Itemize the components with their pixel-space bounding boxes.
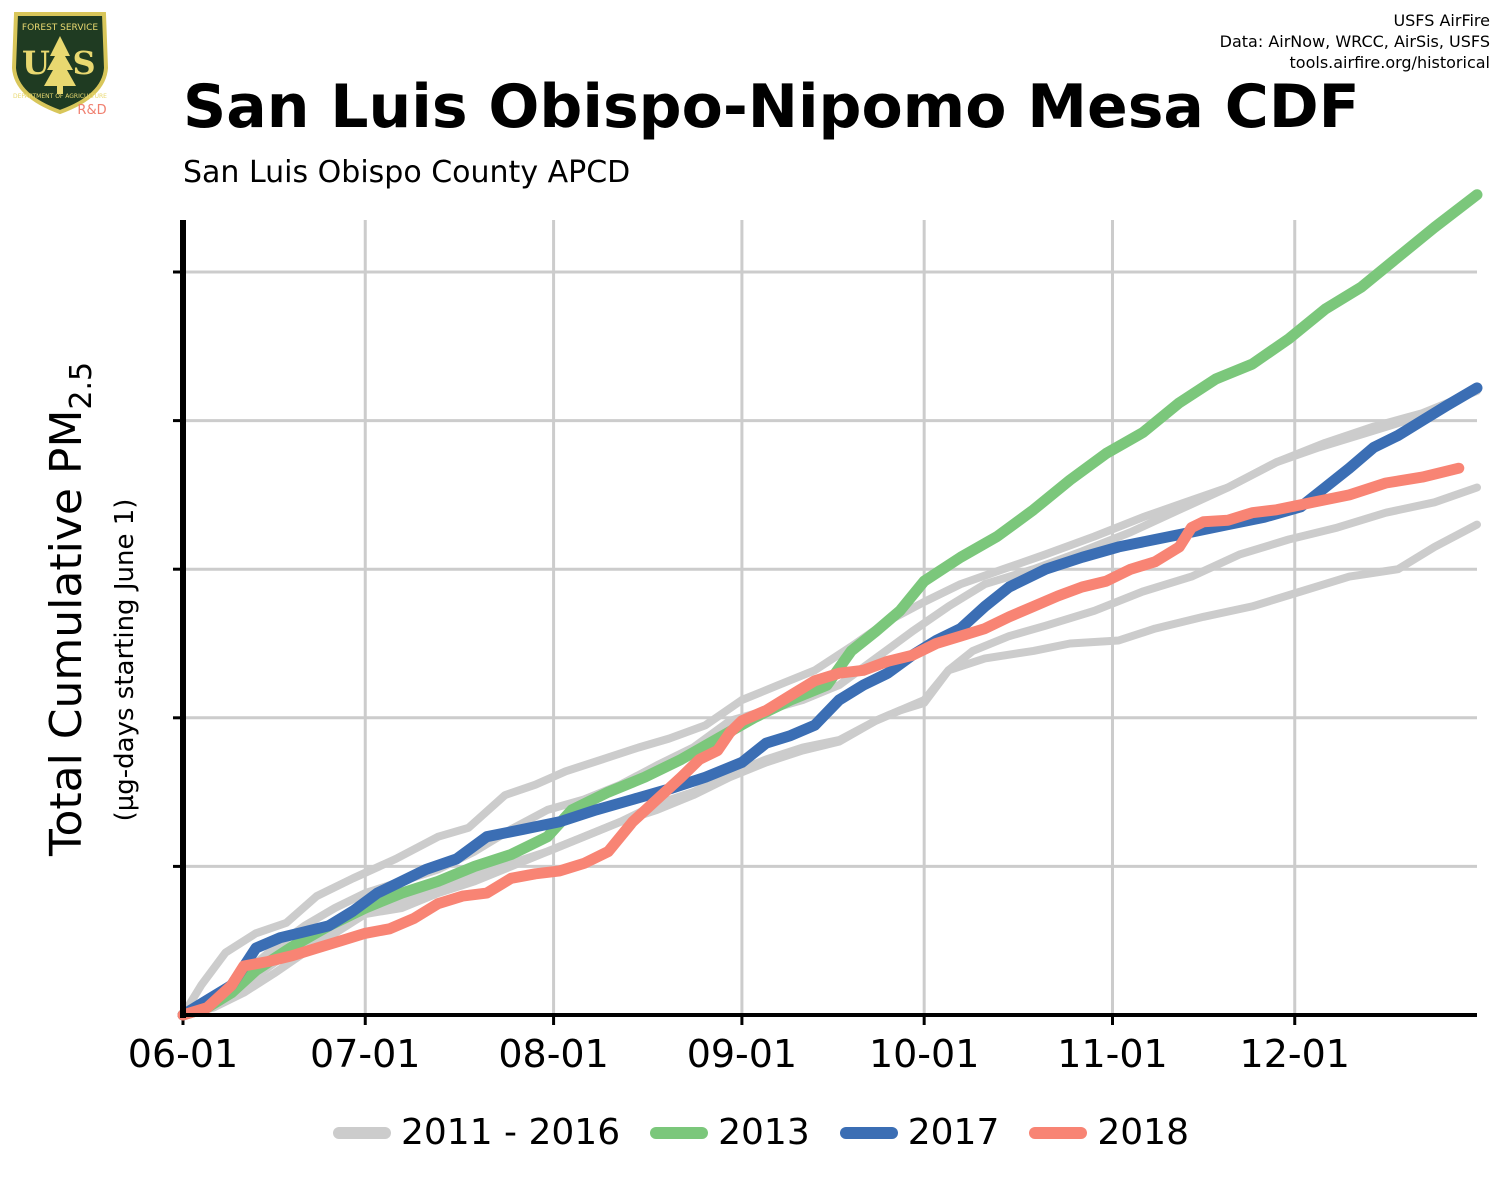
chart-subtitle: San Luis Obispo County APCD [183, 155, 631, 190]
x-tick-label: 11-01 [1057, 1032, 1167, 1076]
series-line-2017 [177, 382, 1483, 1021]
legend-label: 2018 [1097, 1112, 1189, 1153]
chart-title: San Luis Obispo-Nipomo Mesa CDF [183, 72, 1360, 142]
legend-item: 2011 - 2016 [333, 1112, 620, 1153]
x-tick-label: 10-01 [869, 1032, 979, 1076]
logo-letter-u: U [22, 44, 50, 82]
credit-line: USFS AirFire [1393, 11, 1490, 30]
legend-swatch [1029, 1126, 1088, 1139]
credit-line: tools.airfire.org/historical [1289, 53, 1490, 72]
tree-icon [44, 36, 76, 94]
legend-item: 2018 [1029, 1112, 1189, 1153]
logo-top-text: FOREST SERVICE [22, 23, 99, 33]
legend-label: 2011 - 2016 [401, 1112, 621, 1153]
forest-service-logo: FOREST SERVICE U S DEPARTMENT OF AGRICUL… [11, 12, 109, 118]
logo-bottom-text: DEPARTMENT OF AGRICULTURE [13, 93, 107, 100]
x-tick-label: 09-01 [687, 1032, 797, 1076]
series-line-2011-2016 [179, 520, 1481, 1019]
legend-swatch [839, 1126, 898, 1139]
logo-letter-s: S [72, 44, 95, 82]
series-line-2011-2016 [179, 383, 1481, 1019]
x-tick-label: 12-01 [1240, 1032, 1350, 1076]
legend-label: 2017 [907, 1112, 1000, 1153]
legend-swatch [650, 1126, 709, 1139]
credit-line: Data: AirNow, WRCC, AirSis, USFS [1219, 32, 1490, 51]
series-line-2013 [177, 189, 1483, 1021]
legend: 2011 - 2016 2013 2017 2018 [0, 1112, 1500, 1153]
x-tick-label: 06-01 [128, 1032, 238, 1076]
logo-rd-text: R&D [77, 103, 106, 118]
credits: USFS AirFire Data: AirNow, WRCC, AirSis,… [1220, 10, 1490, 73]
cumulative-pm-chart: 06-01 07-01 08-01 09-01 10-01 11-01 12-01 [128, 189, 1483, 1076]
legend-item: 2017 [839, 1112, 1000, 1153]
legend-label: 2013 [718, 1112, 810, 1153]
x-tick-label: 08-01 [498, 1032, 608, 1076]
legend-swatch [333, 1126, 391, 1139]
series-line-2018 [177, 462, 1465, 1021]
x-tick-label: 07-01 [310, 1032, 420, 1076]
legend-item: 2013 [650, 1112, 810, 1153]
